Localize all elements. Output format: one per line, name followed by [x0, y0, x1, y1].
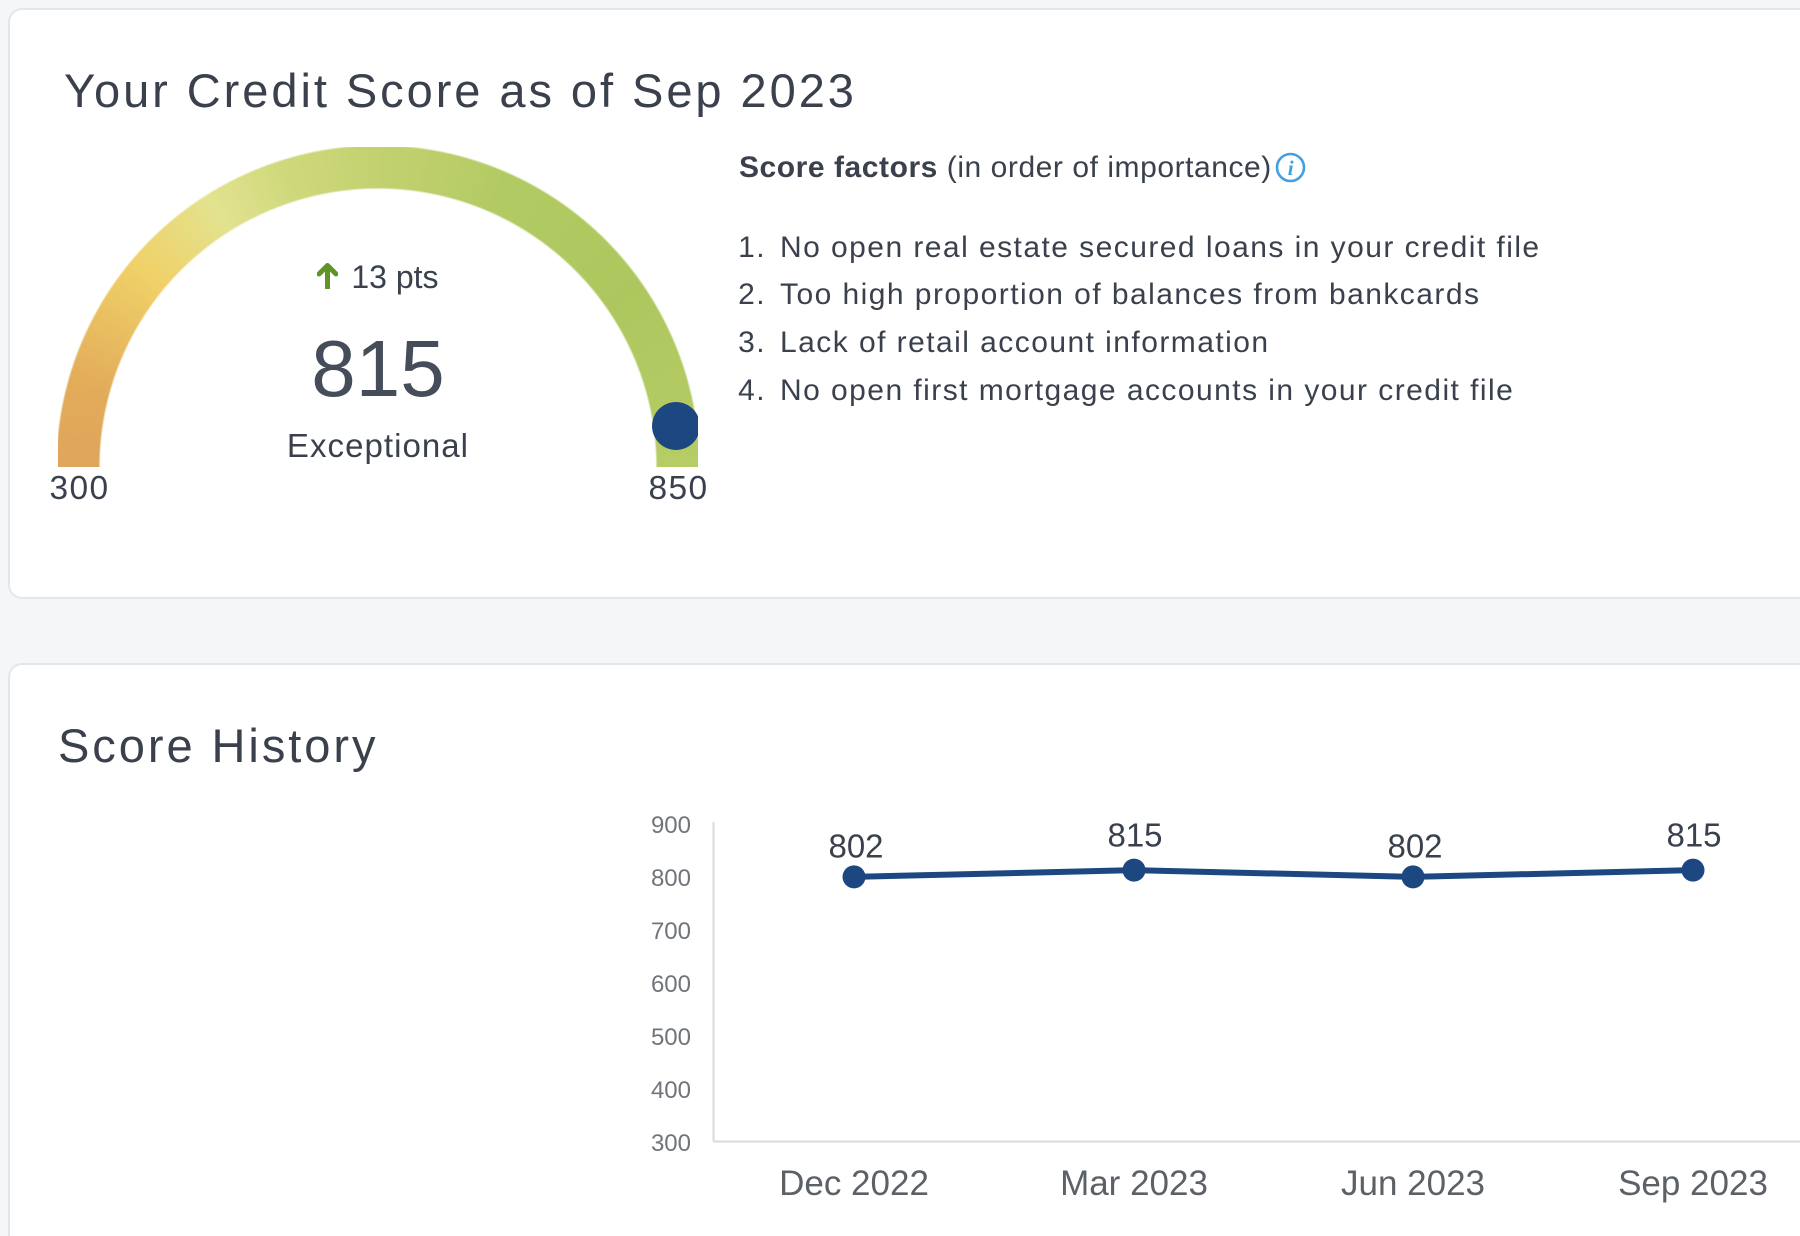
svg-text:802: 802 [1387, 828, 1442, 865]
svg-text:600: 600 [651, 971, 691, 998]
svg-text:400: 400 [651, 1077, 691, 1104]
svg-text:900: 900 [651, 812, 691, 839]
svg-text:700: 700 [651, 918, 691, 945]
svg-text:Jun 2023: Jun 2023 [1341, 1164, 1485, 1203]
svg-text:800: 800 [651, 865, 691, 892]
svg-text:815: 815 [1107, 817, 1162, 854]
svg-text:300: 300 [651, 1130, 691, 1157]
svg-text:Mar 2023: Mar 2023 [1060, 1164, 1208, 1203]
svg-text:815: 815 [1666, 817, 1721, 854]
svg-text:Sep 2023: Sep 2023 [1618, 1164, 1768, 1203]
svg-text:802: 802 [828, 828, 883, 865]
svg-text:Dec 2022: Dec 2022 [779, 1164, 929, 1203]
svg-text:500: 500 [651, 1024, 691, 1051]
svg-text:i: i [1287, 156, 1293, 180]
